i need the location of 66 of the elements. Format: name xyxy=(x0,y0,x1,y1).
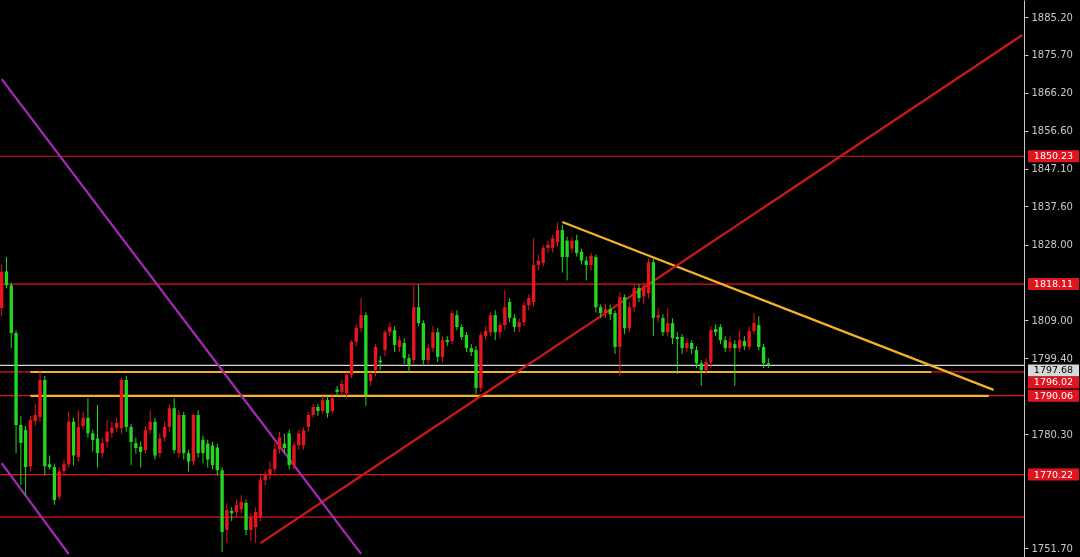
y-tick-label: 1856.60 xyxy=(1031,125,1073,137)
candlestick xyxy=(733,339,737,387)
candlestick xyxy=(86,397,90,439)
candlestick xyxy=(306,411,311,433)
candlestick xyxy=(373,343,378,377)
candlestick xyxy=(522,301,526,327)
candlestick xyxy=(277,431,282,455)
candlestick xyxy=(392,325,397,353)
candlestick xyxy=(416,283,421,327)
candlestick xyxy=(752,312,756,335)
candlestick xyxy=(747,325,751,351)
ref-line-label: 1850.23 xyxy=(1033,150,1074,162)
candlestick xyxy=(589,252,593,272)
candlestick xyxy=(440,335,445,363)
candlestick xyxy=(661,313,665,337)
candlestick xyxy=(383,329,387,357)
candlestick xyxy=(143,425,148,455)
candlestick xyxy=(575,234,579,258)
ref-line-label: 1818.11 xyxy=(1033,278,1074,290)
candlestick xyxy=(541,244,545,268)
candlestick xyxy=(455,309,459,331)
y-tick-label: 1809.00 xyxy=(1031,314,1073,326)
candlestick xyxy=(19,415,23,486)
candlestick xyxy=(699,359,703,387)
ref-line-label: 1796.02 xyxy=(1033,376,1074,388)
candlestick xyxy=(340,379,344,397)
y-tick-label: 1837.60 xyxy=(1031,200,1073,212)
ref-line-label: 1790.06 xyxy=(1033,389,1074,401)
candlestick xyxy=(704,357,708,375)
y-tick-label: 1885.20 xyxy=(1031,11,1073,23)
ref-line-label: 1797.68 xyxy=(1033,364,1074,376)
y-tick-label: 1799.40 xyxy=(1031,352,1073,364)
candlestick xyxy=(335,385,339,397)
candlestick xyxy=(407,353,411,373)
candlestick xyxy=(100,437,104,459)
candlestick xyxy=(316,403,320,417)
y-tick-label: 1866.20 xyxy=(1031,87,1073,99)
candlestick xyxy=(81,411,85,431)
candlestick xyxy=(498,321,502,339)
candlestick xyxy=(292,441,296,470)
candlestick xyxy=(685,337,689,353)
ref-line-label: 1770.22 xyxy=(1033,468,1074,480)
candlestick xyxy=(95,404,100,468)
candlestick xyxy=(503,289,507,331)
y-tick-label: 1828.00 xyxy=(1031,239,1073,251)
candlestick xyxy=(426,343,430,365)
y-tick-label: 1875.70 xyxy=(1031,49,1073,61)
candlestick xyxy=(167,403,172,433)
candlestick xyxy=(728,335,732,353)
candlestick xyxy=(359,297,363,333)
candlestick xyxy=(297,429,301,451)
candlestick xyxy=(301,427,306,451)
candlestick xyxy=(186,449,191,472)
candlestick xyxy=(158,433,162,459)
candlestick xyxy=(757,315,761,351)
candlestick xyxy=(507,297,512,323)
candlestick xyxy=(431,325,435,353)
y-tick-label: 1751.70 xyxy=(1031,542,1073,554)
candlestick xyxy=(129,423,133,466)
candlestick xyxy=(546,240,550,254)
candlestick xyxy=(656,307,660,323)
candlestick xyxy=(570,236,574,254)
y-tick-label: 1780.30 xyxy=(1031,428,1073,440)
candlestick xyxy=(680,333,684,355)
candlestick xyxy=(91,429,95,453)
y-tick-label: 1847.10 xyxy=(1031,163,1073,175)
